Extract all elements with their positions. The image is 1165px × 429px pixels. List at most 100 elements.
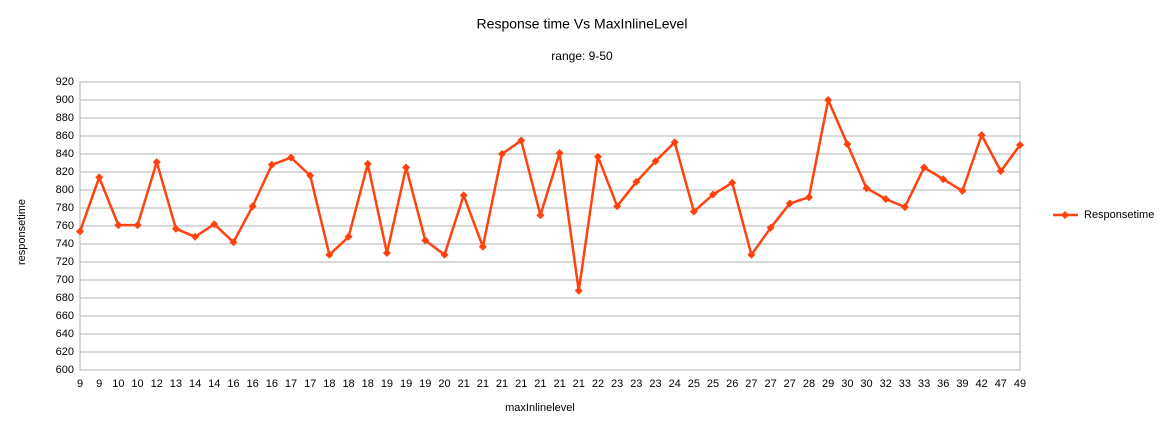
data-point — [593, 152, 602, 161]
data-point — [498, 150, 507, 158]
x-tick-label: 10 — [131, 378, 143, 390]
x-tick-label: 16 — [266, 378, 278, 390]
data-point — [977, 131, 986, 140]
y-tick-label: 620 — [56, 346, 74, 358]
y-tick-label: 800 — [56, 184, 74, 196]
x-tick-label: 27 — [784, 378, 796, 390]
x-tick-label: 21 — [515, 378, 527, 390]
x-tick-label: 19 — [381, 378, 393, 390]
y-tick-label: 740 — [56, 238, 74, 250]
data-point — [382, 249, 391, 257]
data-point — [709, 190, 718, 199]
chart-title: Response time Vs MaxInlineLevel — [477, 16, 688, 32]
y-tick-label: 600 — [56, 364, 74, 376]
x-tick-label: 18 — [323, 378, 335, 390]
x-tick-label: 21 — [534, 378, 546, 390]
y-axis-label: responsetime — [16, 199, 28, 265]
data-point — [843, 140, 852, 149]
data-point — [574, 286, 583, 295]
data-point — [210, 220, 219, 229]
y-tick-label: 760 — [56, 220, 74, 232]
y-tick-label: 820 — [56, 166, 74, 178]
x-tick-label: 36 — [937, 378, 949, 390]
data-point — [478, 242, 487, 251]
data-point — [613, 202, 622, 211]
x-tick-label: 16 — [247, 378, 259, 390]
data-point — [900, 203, 909, 212]
x-tick-label: 23 — [649, 378, 661, 390]
data-point — [785, 199, 794, 208]
x-tick-label: 47 — [995, 378, 1007, 390]
x-tick-label: 17 — [285, 378, 297, 390]
data-point — [421, 236, 430, 245]
x-tick-label: 9 — [77, 378, 83, 390]
x-tick-label: 29 — [822, 378, 834, 390]
plot-border — [79, 81, 1021, 371]
x-tick-label: 26 — [726, 378, 738, 390]
data-point — [267, 160, 276, 169]
x-tick-label: 21 — [553, 378, 565, 390]
x-tick-label: 27 — [764, 378, 776, 390]
x-tick-label: 18 — [362, 378, 374, 390]
y-tick-label: 860 — [56, 130, 74, 142]
data-point — [939, 175, 948, 184]
x-tick-label: 39 — [956, 378, 968, 390]
x-tick-label: 30 — [841, 378, 853, 390]
data-point — [229, 238, 238, 247]
data-point — [402, 163, 411, 172]
data-point — [171, 224, 180, 233]
data-point — [325, 250, 334, 259]
x-tick-label: 14 — [208, 378, 220, 390]
data-point — [440, 250, 449, 259]
x-tick-label: 20 — [438, 378, 450, 390]
data-point — [536, 211, 545, 220]
x-tick-label: 21 — [496, 378, 508, 390]
data-point — [958, 186, 967, 195]
x-tick-label: 14 — [189, 378, 201, 390]
data-point — [881, 195, 890, 203]
x-tick-label: 25 — [688, 378, 700, 390]
x-tick-label: 21 — [573, 378, 585, 390]
y-tick-label: 920 — [56, 76, 74, 88]
data-point — [76, 227, 84, 236]
data-point — [287, 153, 296, 162]
x-tick-label: 22 — [592, 378, 604, 390]
data-point — [651, 157, 660, 166]
data-point — [689, 207, 698, 216]
y-tick-label: 840 — [56, 148, 74, 160]
data-point — [824, 96, 833, 104]
x-tick-label: 23 — [630, 378, 642, 390]
data-point — [306, 171, 315, 180]
data-point — [152, 158, 161, 167]
x-axis-label: maxInlinelevel — [505, 402, 575, 414]
legend-label: Responsetime — [1084, 209, 1154, 221]
data-point — [747, 250, 756, 259]
data-point — [191, 232, 200, 241]
data-point — [1016, 141, 1024, 149]
data-point — [555, 149, 564, 158]
data-point — [363, 159, 372, 168]
data-point — [344, 232, 353, 241]
data-point — [670, 138, 679, 147]
y-tick-label: 720 — [56, 256, 74, 268]
data-point — [95, 173, 104, 182]
data-point — [804, 193, 813, 202]
x-tick-label: 23 — [611, 378, 623, 390]
x-tick-label: 21 — [458, 378, 470, 390]
y-tick-label: 880 — [56, 112, 74, 124]
y-tick-label: 660 — [56, 310, 74, 322]
x-tick-label: 32 — [880, 378, 892, 390]
x-tick-label: 49 — [1014, 378, 1026, 390]
data-point — [766, 223, 775, 232]
x-tick-label: 21 — [477, 378, 489, 390]
x-tick-label: 19 — [419, 378, 431, 390]
y-tick-label: 780 — [56, 202, 74, 214]
data-point — [133, 221, 142, 230]
y-tick-label: 640 — [56, 328, 74, 340]
x-tick-label: 16 — [227, 378, 239, 390]
x-tick-label: 19 — [400, 378, 412, 390]
data-point — [862, 184, 871, 193]
x-tick-label: 33 — [918, 378, 930, 390]
data-point — [632, 177, 641, 186]
